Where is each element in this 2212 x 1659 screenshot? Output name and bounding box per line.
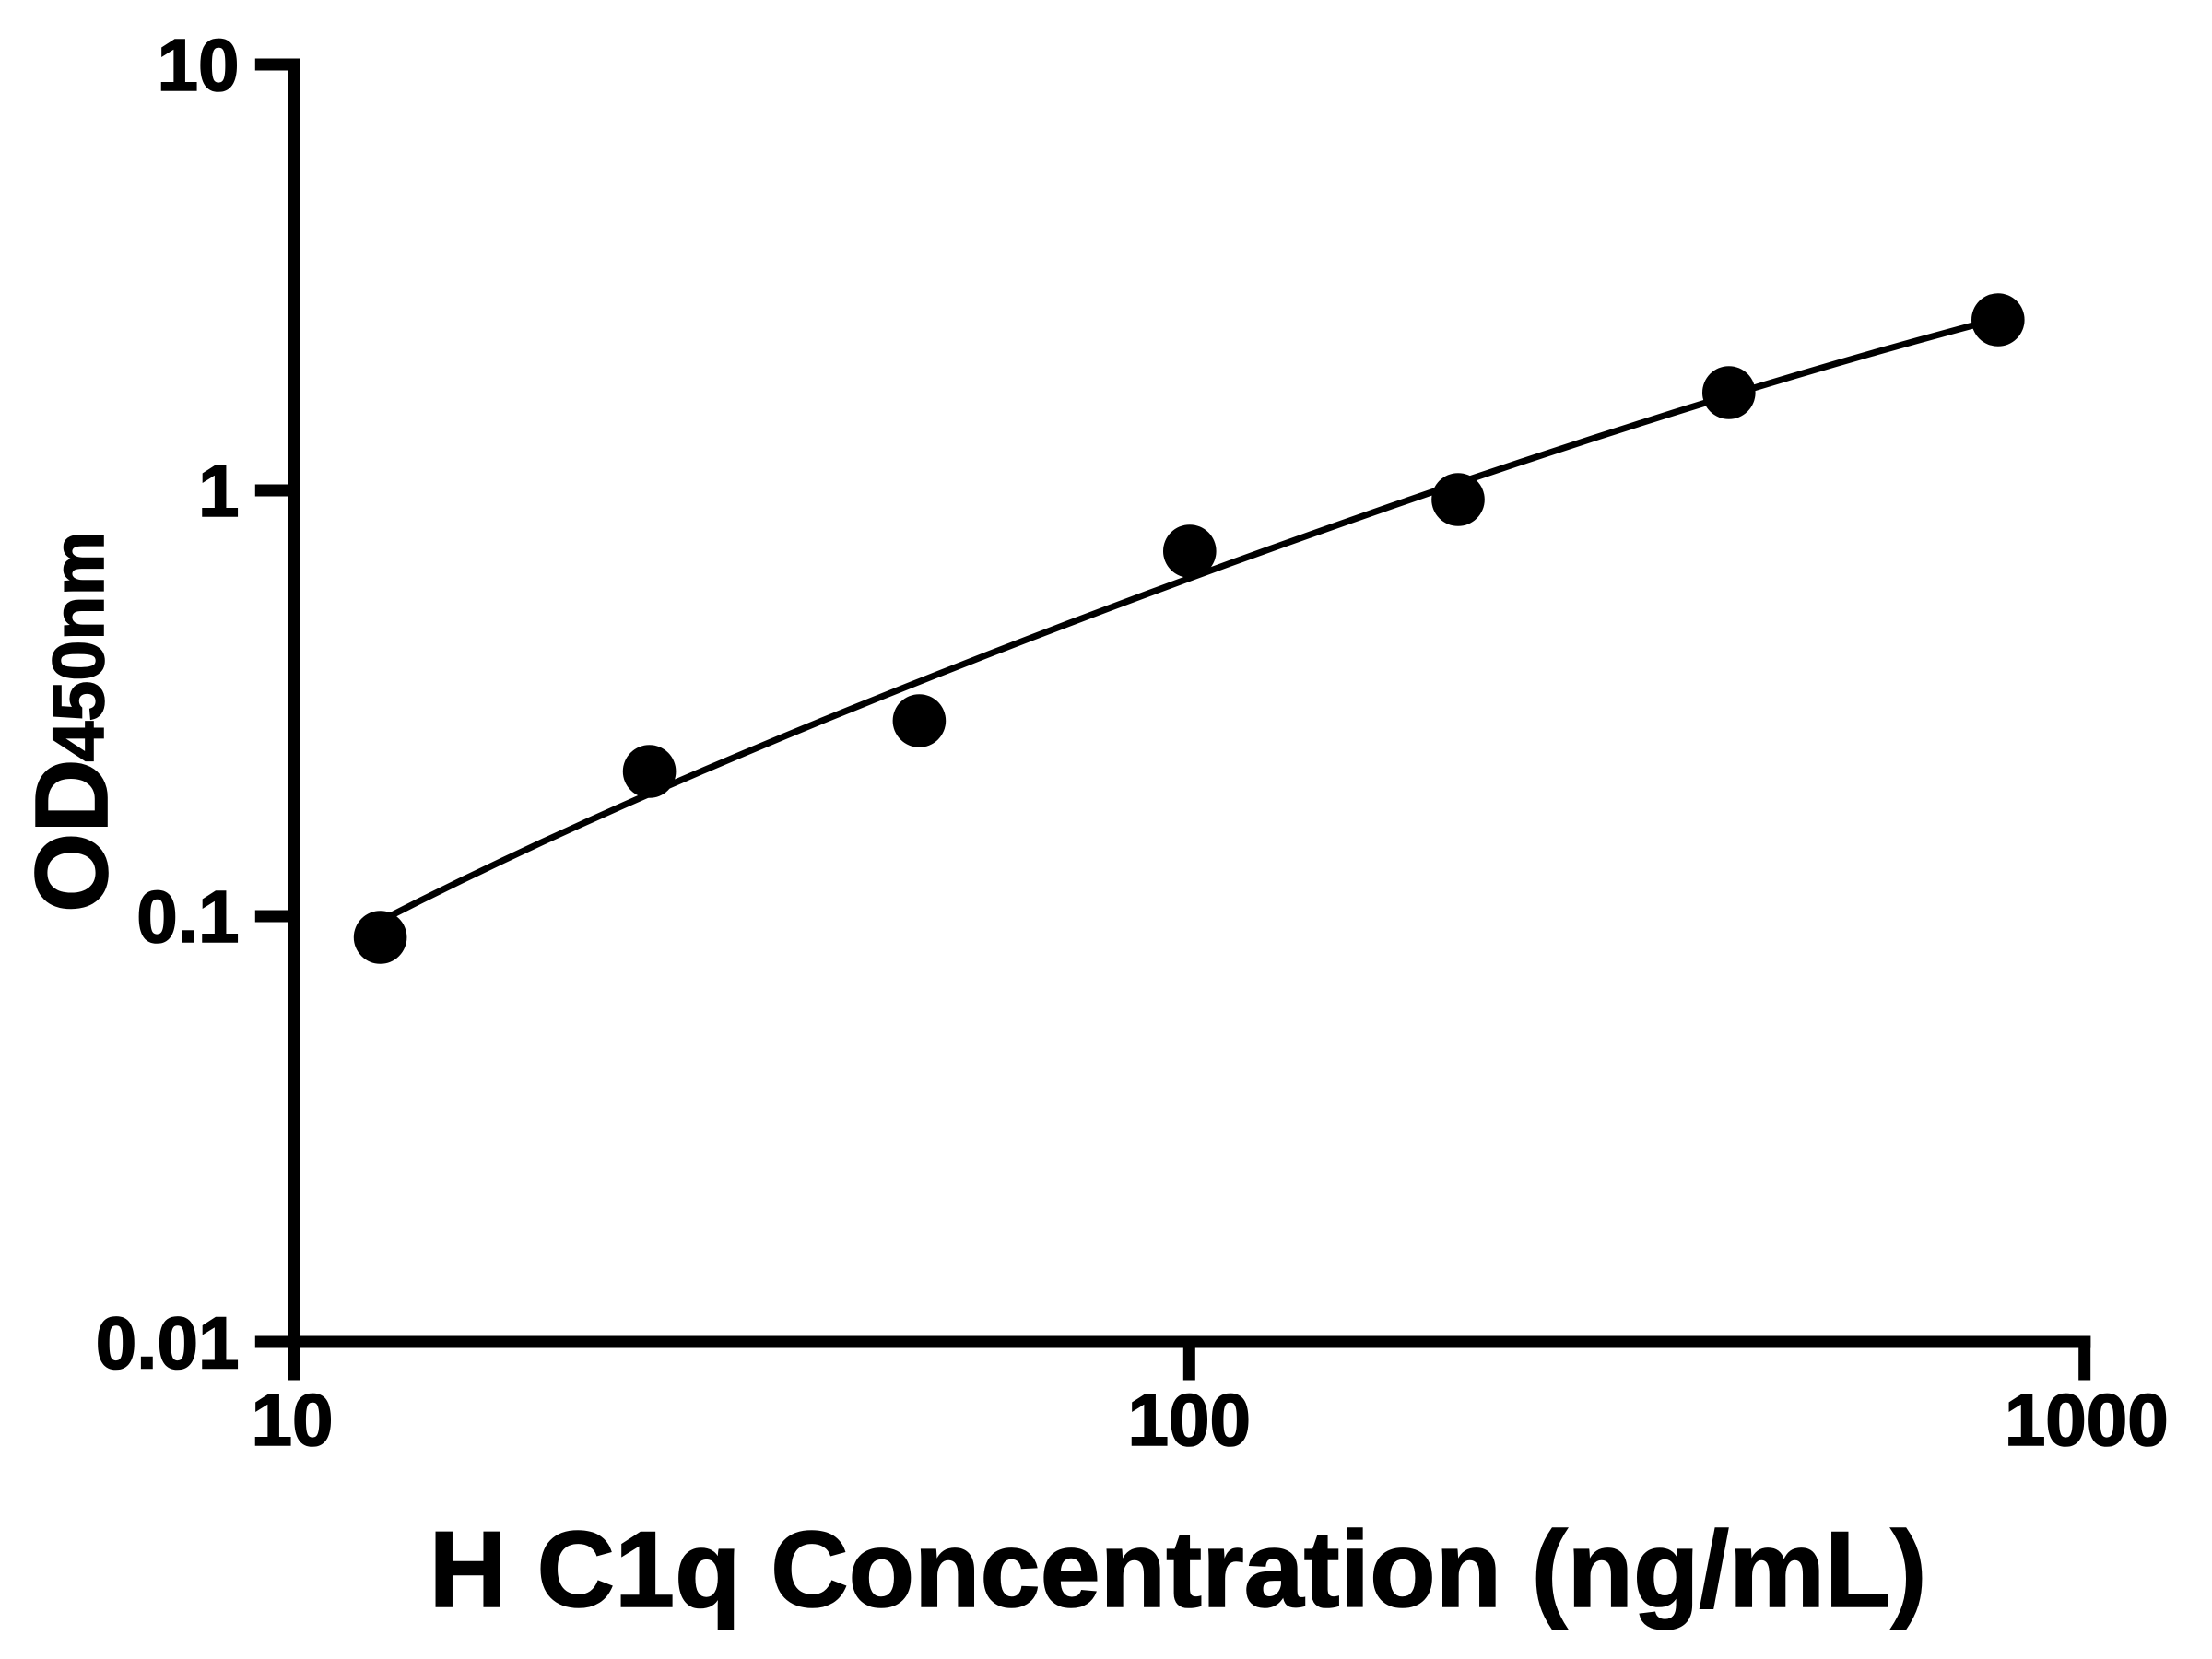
svg-text:10: 10 — [252, 1379, 334, 1461]
svg-text:100: 100 — [1128, 1379, 1251, 1461]
svg-text:1: 1 — [198, 450, 240, 532]
svg-text:0.01: 0.01 — [96, 1302, 240, 1384]
svg-text:1000: 1000 — [2005, 1379, 2169, 1461]
svg-text:10: 10 — [158, 24, 240, 106]
svg-text:H C1q Concentration (ng/mL): H C1q Concentration (ng/mL) — [429, 1509, 1927, 1630]
svg-text:0.1: 0.1 — [136, 876, 239, 958]
